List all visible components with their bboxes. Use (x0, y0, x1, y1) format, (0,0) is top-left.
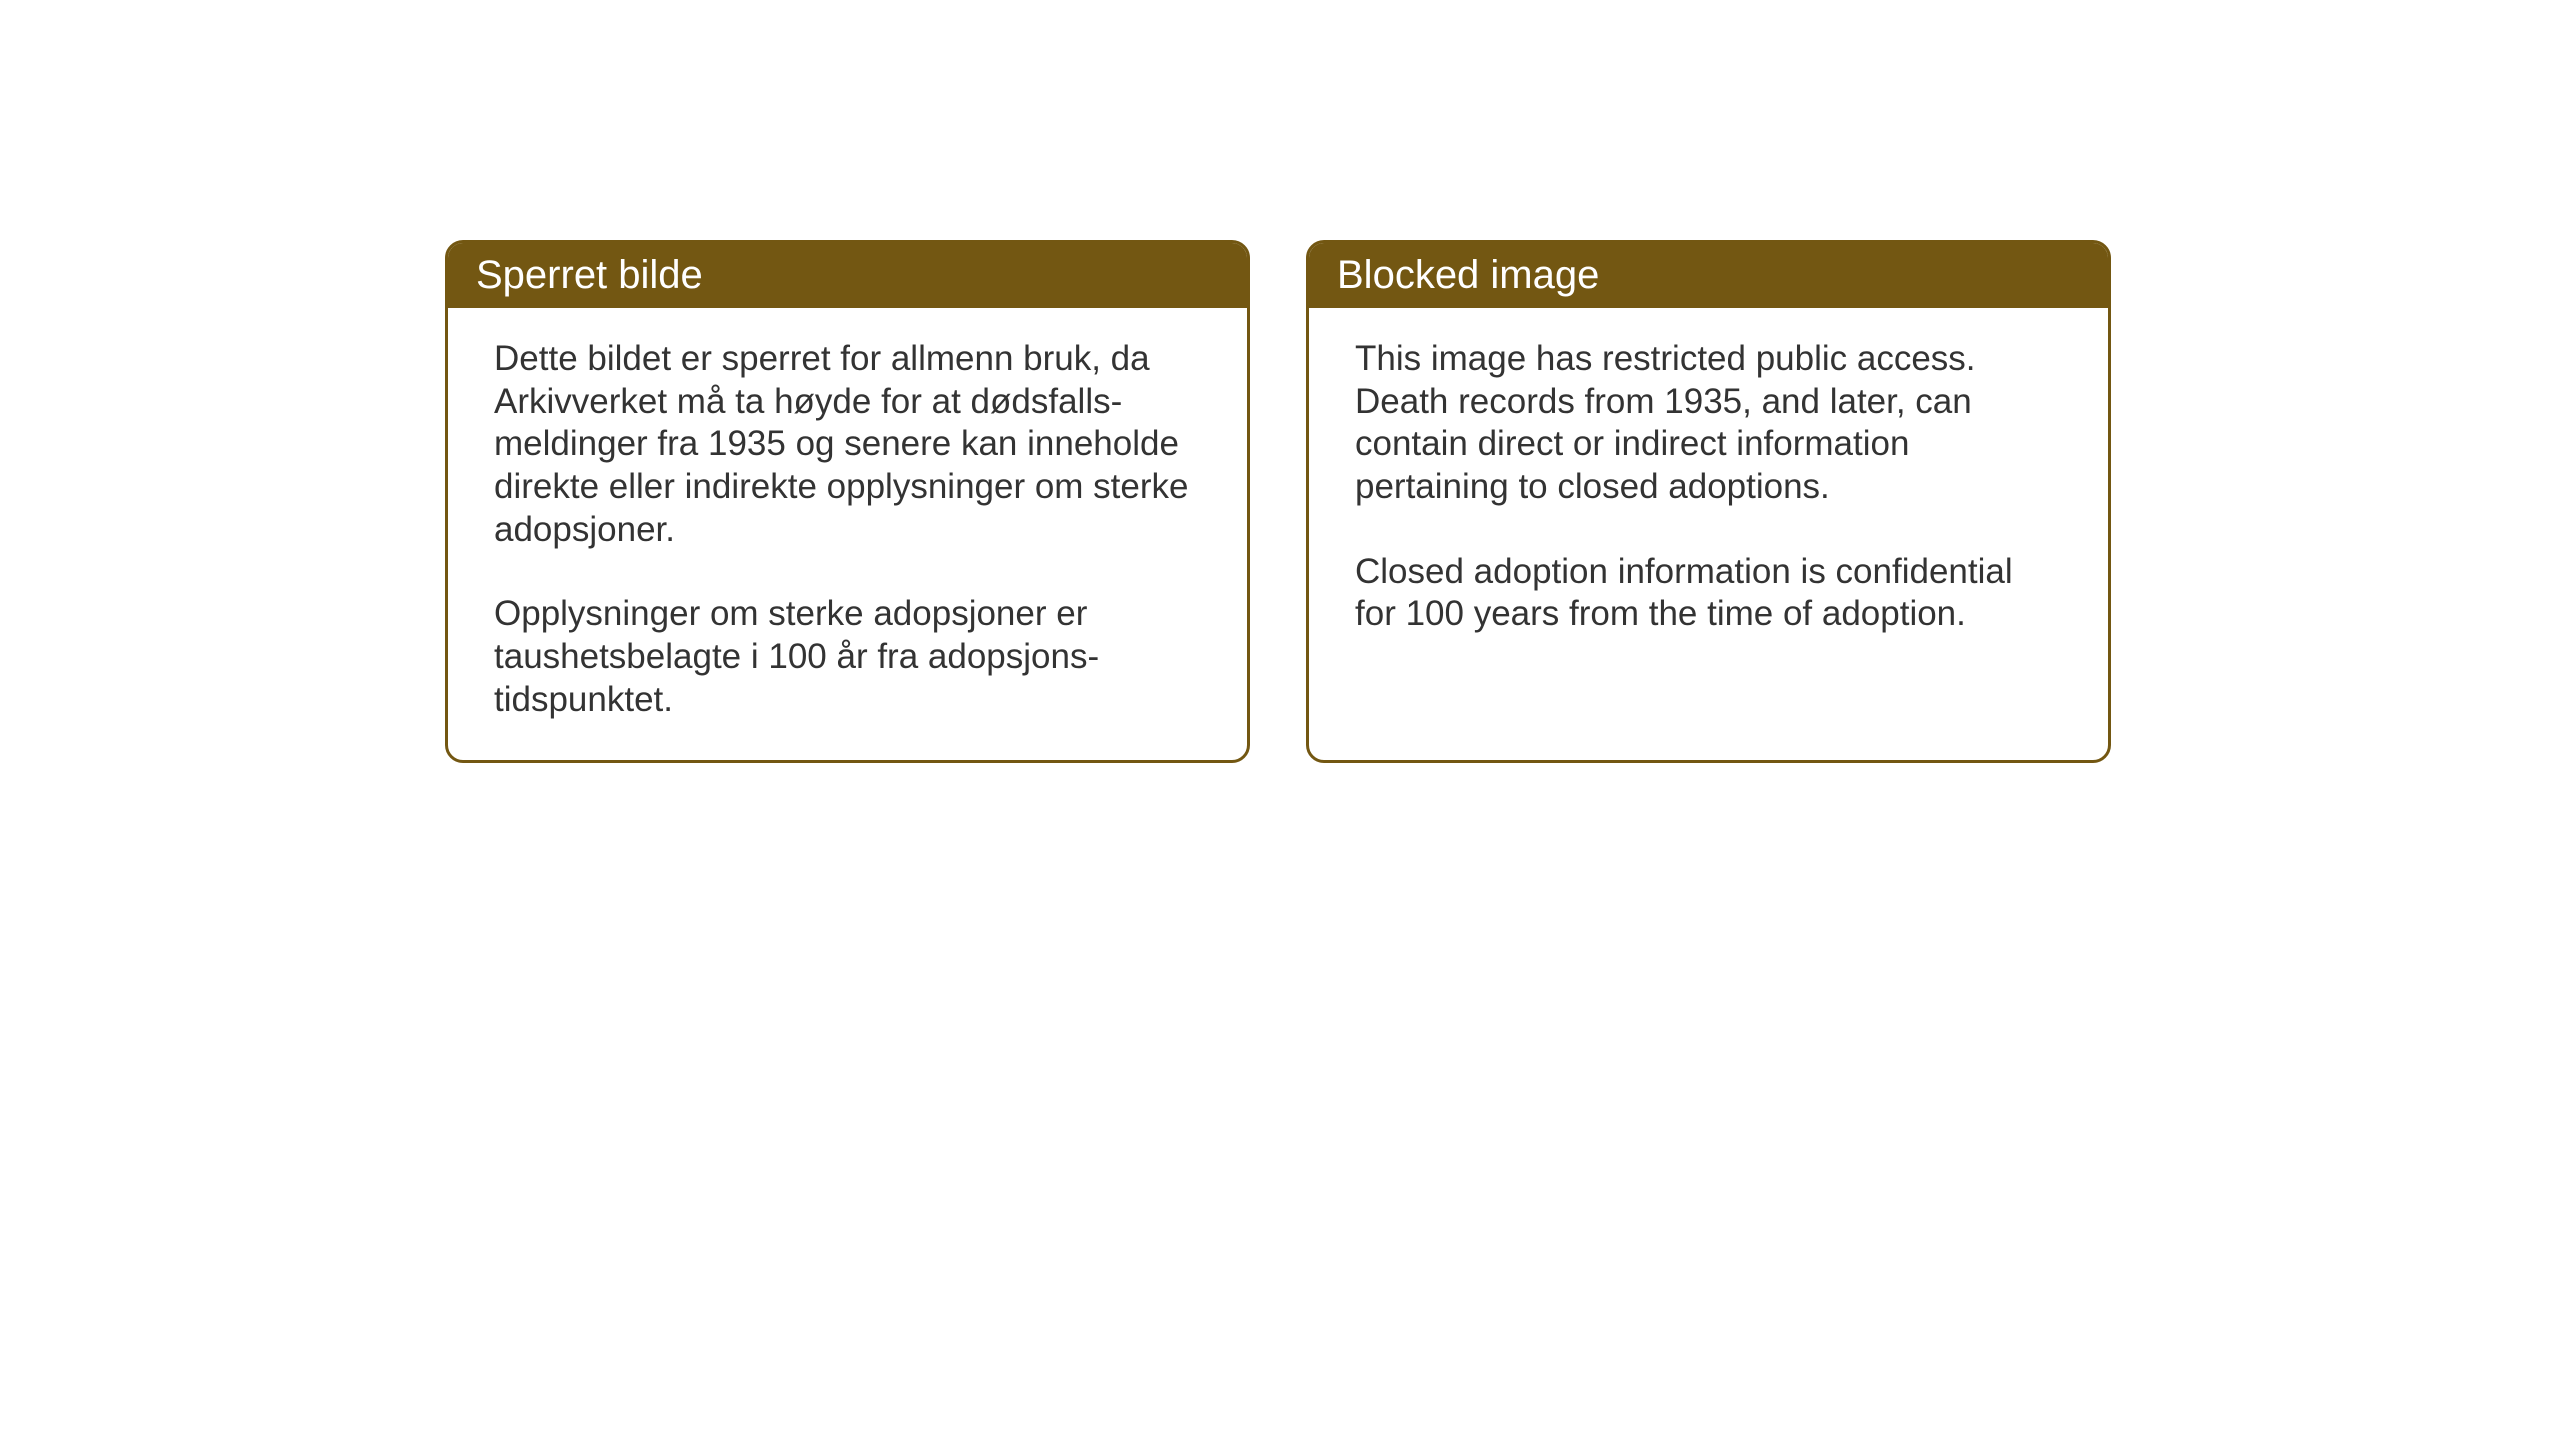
card-header-english: Blocked image (1309, 243, 2108, 308)
notice-card-english: Blocked image This image has restricted … (1306, 240, 2111, 763)
card-header-norwegian: Sperret bilde (448, 243, 1247, 308)
card-paragraph-1-english: This image has restricted public access.… (1355, 338, 2062, 509)
card-paragraph-1-norwegian: Dette bildet er sperret for allmenn bruk… (494, 338, 1201, 551)
notice-card-norwegian: Sperret bilde Dette bildet er sperret fo… (445, 240, 1250, 763)
card-body-english: This image has restricted public access.… (1309, 308, 2108, 674)
card-title-norwegian: Sperret bilde (476, 253, 703, 297)
notice-cards-container: Sperret bilde Dette bildet er sperret fo… (445, 240, 2111, 763)
card-title-english: Blocked image (1337, 253, 1599, 297)
card-paragraph-2-norwegian: Opplysninger om sterke adopsjoner er tau… (494, 593, 1201, 721)
card-paragraph-2-english: Closed adoption information is confident… (1355, 551, 2062, 636)
card-body-norwegian: Dette bildet er sperret for allmenn bruk… (448, 308, 1247, 760)
